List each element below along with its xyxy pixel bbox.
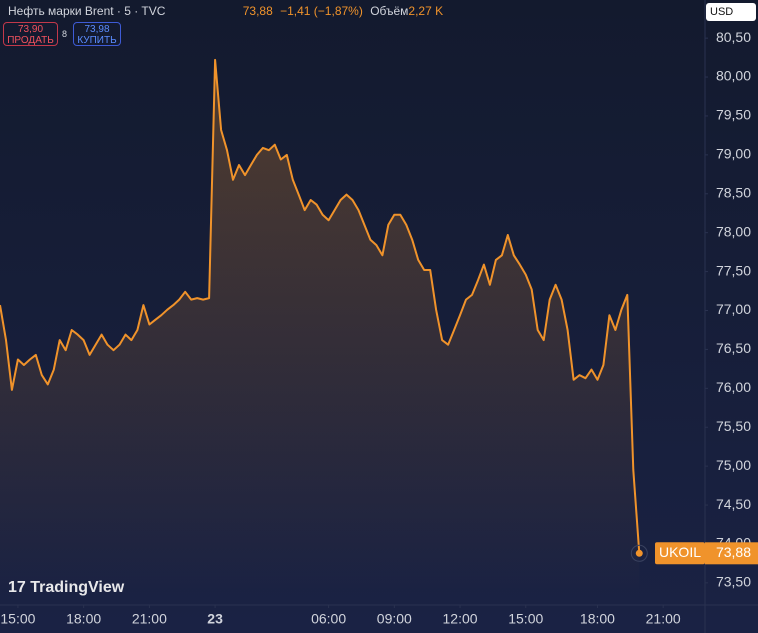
- symbol-tag-label: UKOIL: [659, 544, 701, 560]
- y-tick-label: 74,50: [716, 496, 751, 512]
- brand-logo: 17 TradingView: [8, 579, 125, 596]
- x-tick-label: 06:00: [311, 611, 346, 627]
- y-tick-label: 75,50: [716, 418, 751, 434]
- spread: 8: [62, 29, 68, 39]
- last-point: [635, 549, 643, 557]
- x-tick-label: 15:00: [508, 611, 543, 627]
- price-tag-label: 73,88: [716, 544, 751, 560]
- y-tick-label: 79,00: [716, 146, 751, 162]
- sell-button[interactable]: 73,90 ПРОДАТЬ: [3, 22, 58, 46]
- price-line: [0, 58, 641, 554]
- brand-name: TradingView: [30, 579, 125, 596]
- y-tick-label: 73,50: [716, 574, 751, 590]
- change: −1,41 (−1,87%): [280, 4, 363, 18]
- y-tick-label: 80,00: [716, 68, 751, 84]
- x-tick-label: 18:00: [580, 611, 615, 627]
- x-tick-label: 12:00: [443, 611, 478, 627]
- volume-label: Объём: [370, 4, 409, 18]
- y-tick-label: 77,50: [716, 262, 751, 278]
- y-tick-label: 76,00: [716, 379, 751, 395]
- x-tick-label: 21:00: [132, 611, 167, 627]
- x-tick-label: 21:00: [646, 611, 681, 627]
- symbol-tag: [655, 542, 705, 565]
- volume: 2,27 K: [408, 4, 444, 18]
- price-tag: [705, 542, 758, 565]
- symbol-title: Нефть марки Brent · 5 · TVC: [8, 4, 166, 18]
- x-tick-label: 09:00: [377, 611, 412, 627]
- last-point-ring: [630, 544, 648, 562]
- x-tick-label: 15:00: [0, 611, 35, 627]
- y-tick-label: 78,00: [716, 223, 751, 239]
- sell-label: ПРОДАТЬ: [7, 35, 54, 46]
- buy-price: 73,98: [84, 24, 110, 35]
- buy-button[interactable]: 73,98 КУПИТЬ: [73, 22, 121, 46]
- y-tick-label: 77,00: [716, 301, 751, 317]
- sell-price: 73,90: [17, 24, 44, 35]
- buy-label: КУПИТЬ: [77, 35, 117, 46]
- x-tick-label: 18:00: [66, 611, 101, 627]
- y-tick-label: 78,50: [716, 184, 751, 200]
- legend: Нефть марки Brent · 5 · TVC 73,88 −1,41 …: [8, 4, 447, 18]
- price: 73,88: [242, 4, 273, 18]
- currency-selector[interactable]: USD: [706, 3, 756, 21]
- y-tick-label: 76,50: [716, 340, 751, 356]
- y-tick-label: 79,50: [716, 107, 751, 123]
- area: [0, 59, 640, 600]
- y-tick-label: 75,00: [716, 457, 751, 473]
- y-tick-label: 80,50: [716, 29, 751, 45]
- x-tick-label: 23: [207, 611, 223, 627]
